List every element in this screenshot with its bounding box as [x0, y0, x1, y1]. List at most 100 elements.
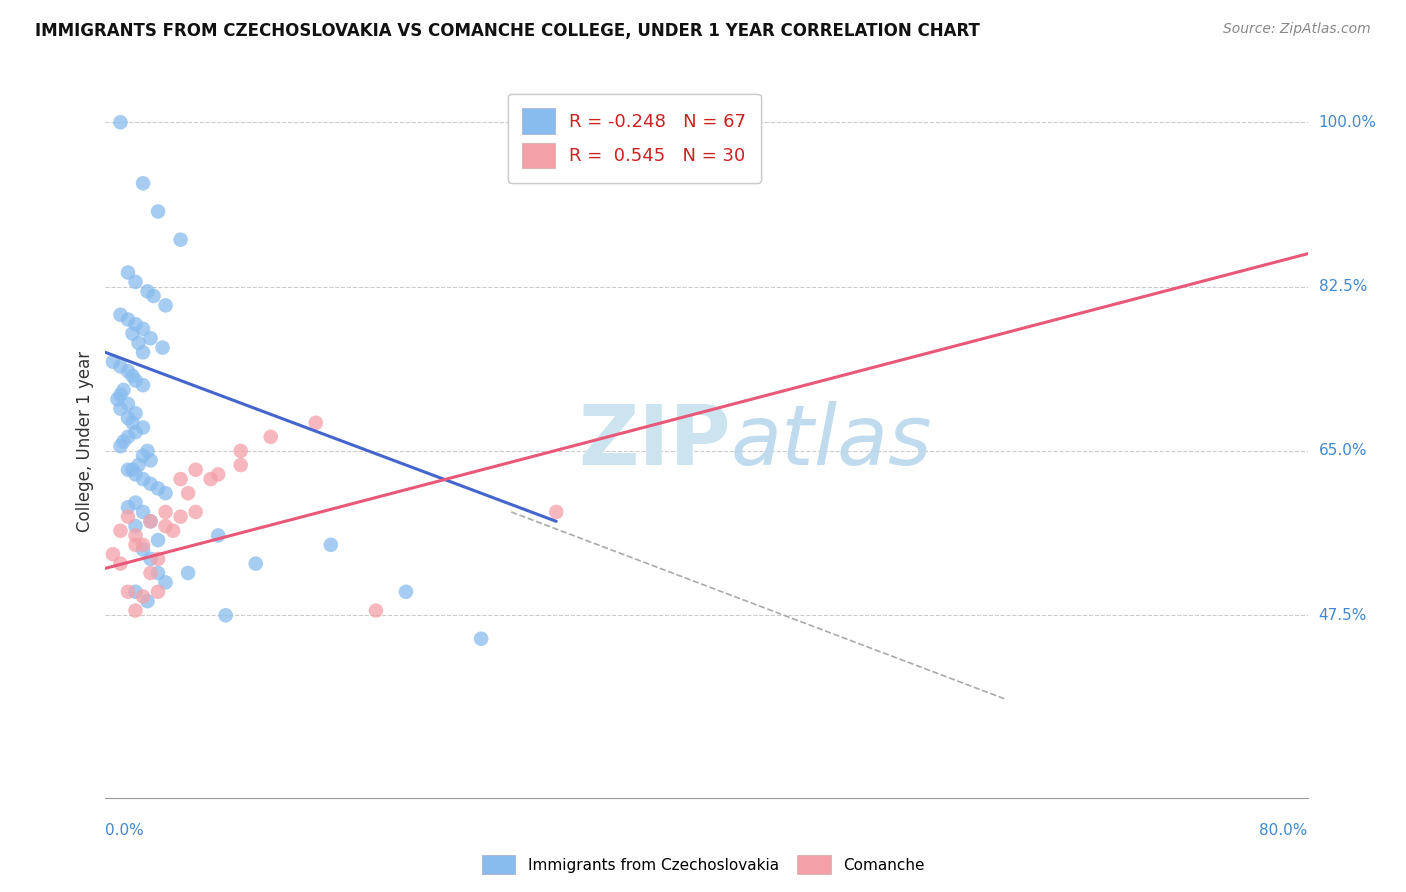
Point — [162, 524, 184, 538]
Point — [124, 374, 146, 388]
Point — [132, 449, 155, 463]
Point — [146, 552, 169, 566]
Point — [136, 594, 159, 608]
Point — [146, 566, 169, 580]
Point — [470, 632, 492, 646]
Text: 65.0%: 65.0% — [1319, 443, 1367, 458]
Point — [146, 533, 169, 548]
Point — [146, 584, 169, 599]
Point — [132, 420, 155, 434]
Point — [152, 341, 174, 355]
Point — [395, 584, 418, 599]
Point — [121, 326, 143, 341]
Point — [110, 557, 132, 571]
Point — [110, 401, 132, 416]
Point — [169, 472, 191, 486]
Legend: R = -0.248   N = 67, R =  0.545   N = 30: R = -0.248 N = 67, R = 0.545 N = 30 — [508, 94, 761, 183]
Point — [184, 463, 207, 477]
Point — [155, 519, 177, 533]
Point — [121, 463, 143, 477]
Point — [117, 584, 139, 599]
Text: 80.0%: 80.0% — [1260, 823, 1308, 838]
Point — [139, 552, 162, 566]
Text: IMMIGRANTS FROM CZECHOSLOVAKIA VS COMANCHE COLLEGE, UNDER 1 YEAR CORRELATION CHA: IMMIGRANTS FROM CZECHOSLOVAKIA VS COMANC… — [35, 22, 980, 40]
Point — [110, 359, 132, 374]
Point — [124, 425, 146, 439]
Point — [139, 453, 162, 467]
Point — [101, 355, 124, 369]
Point — [124, 528, 146, 542]
Point — [142, 289, 165, 303]
Point — [124, 584, 146, 599]
Point — [124, 538, 146, 552]
Point — [110, 524, 132, 538]
Point — [110, 115, 132, 129]
Point — [207, 467, 229, 482]
Point — [121, 368, 143, 383]
Point — [117, 509, 139, 524]
Point — [229, 458, 252, 472]
Point — [136, 285, 159, 299]
Point — [128, 335, 150, 350]
Point — [124, 495, 146, 509]
Point — [245, 557, 267, 571]
Text: 82.5%: 82.5% — [1319, 279, 1367, 294]
Point — [155, 298, 177, 312]
Point — [124, 406, 146, 420]
Point — [117, 430, 139, 444]
Point — [132, 177, 155, 191]
Point — [117, 266, 139, 280]
Point — [260, 430, 283, 444]
Point — [184, 505, 207, 519]
Point — [112, 434, 135, 449]
Point — [139, 331, 162, 345]
Point — [132, 472, 155, 486]
Point — [319, 538, 342, 552]
Point — [117, 500, 139, 515]
Point — [110, 308, 132, 322]
Text: 0.0%: 0.0% — [105, 823, 145, 838]
Point — [101, 547, 124, 561]
Point — [546, 505, 568, 519]
Point — [139, 514, 162, 528]
Text: ZIP: ZIP — [578, 401, 731, 482]
Point — [214, 608, 236, 623]
Point — [117, 397, 139, 411]
Point — [117, 411, 139, 425]
Point — [124, 275, 146, 289]
Point — [364, 603, 387, 617]
Text: atlas: atlas — [731, 401, 932, 482]
Point — [305, 416, 328, 430]
Point — [169, 233, 191, 247]
Point — [155, 575, 177, 590]
Point — [139, 514, 162, 528]
Point — [207, 528, 229, 542]
Point — [136, 444, 159, 458]
Point — [110, 387, 132, 401]
Y-axis label: College, Under 1 year: College, Under 1 year — [76, 351, 94, 533]
Point — [117, 364, 139, 378]
Legend: Immigrants from Czechoslovakia, Comanche: Immigrants from Czechoslovakia, Comanche — [475, 849, 931, 880]
Point — [124, 467, 146, 482]
Text: 47.5%: 47.5% — [1319, 607, 1367, 623]
Point — [124, 603, 146, 617]
Text: 100.0%: 100.0% — [1319, 115, 1376, 130]
Point — [117, 463, 139, 477]
Point — [132, 590, 155, 604]
Point — [200, 472, 222, 486]
Point — [229, 444, 252, 458]
Point — [112, 383, 135, 397]
Point — [155, 505, 177, 519]
Point — [117, 312, 139, 326]
Point — [121, 416, 143, 430]
Point — [132, 542, 155, 557]
Point — [124, 519, 146, 533]
Text: Source: ZipAtlas.com: Source: ZipAtlas.com — [1223, 22, 1371, 37]
Point — [107, 392, 129, 407]
Point — [139, 566, 162, 580]
Point — [169, 509, 191, 524]
Point — [132, 345, 155, 359]
Point — [139, 476, 162, 491]
Point — [128, 458, 150, 472]
Point — [132, 538, 155, 552]
